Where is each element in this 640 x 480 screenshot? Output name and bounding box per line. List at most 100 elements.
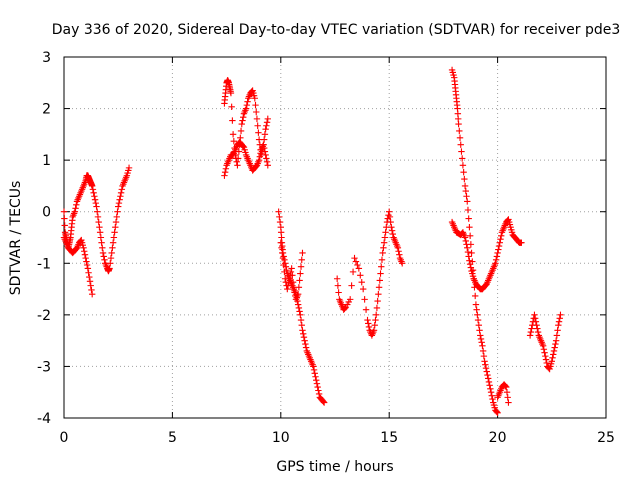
data-point xyxy=(234,155,242,162)
data-point xyxy=(466,260,474,268)
data-point xyxy=(88,286,95,294)
data-point xyxy=(320,399,328,406)
data-point xyxy=(221,172,228,179)
data-point xyxy=(335,289,342,296)
data-point xyxy=(550,351,557,358)
data-point xyxy=(493,408,501,416)
data-point xyxy=(89,186,97,193)
data-point xyxy=(492,256,500,264)
data-point xyxy=(494,249,501,257)
data-point xyxy=(458,148,465,155)
data-point xyxy=(298,256,305,264)
data-point xyxy=(477,335,485,343)
data-point xyxy=(471,292,479,300)
data-point xyxy=(489,395,496,403)
data-point xyxy=(534,325,541,332)
data-point xyxy=(542,356,550,363)
data-point xyxy=(261,131,269,138)
data-point xyxy=(99,249,107,257)
data-point xyxy=(300,330,307,337)
data-point xyxy=(365,320,372,327)
data-point xyxy=(116,196,123,203)
data-point xyxy=(256,153,264,160)
data-point xyxy=(95,218,102,226)
y-tick-label: 2 xyxy=(42,102,51,118)
y-tick-label: 0 xyxy=(42,205,51,221)
data-point xyxy=(464,206,472,214)
data-point xyxy=(278,244,285,252)
data-point xyxy=(380,244,387,252)
data-point xyxy=(290,285,298,293)
data-point xyxy=(526,332,534,339)
data-point xyxy=(461,175,468,183)
data-point xyxy=(242,105,250,112)
data-point xyxy=(310,363,317,370)
data-point xyxy=(113,213,120,221)
x-tick-label: 0 xyxy=(60,430,69,446)
data-point xyxy=(372,311,380,319)
data-point xyxy=(297,311,304,319)
data-point xyxy=(456,134,464,141)
data-point xyxy=(88,291,96,298)
data-point xyxy=(464,248,472,256)
data-point xyxy=(106,265,113,272)
data-point xyxy=(101,256,108,264)
data-point xyxy=(459,162,467,169)
data-point xyxy=(112,218,120,226)
data-point xyxy=(539,342,547,349)
data-point xyxy=(284,282,292,289)
data-point xyxy=(289,272,296,279)
data-point xyxy=(468,249,475,257)
data-point xyxy=(481,358,488,365)
data-point xyxy=(460,168,467,176)
data-point xyxy=(361,296,368,303)
data-point xyxy=(554,327,561,334)
data-point xyxy=(295,284,303,291)
data-point xyxy=(277,239,284,246)
data-point xyxy=(92,199,99,207)
data-point xyxy=(476,327,483,334)
data-point xyxy=(479,342,486,349)
data-point xyxy=(365,323,373,331)
data-point xyxy=(313,376,320,384)
data-point xyxy=(263,122,270,129)
data-point xyxy=(346,296,354,303)
data-point xyxy=(60,208,68,215)
data-point xyxy=(386,213,394,221)
data-point xyxy=(480,352,488,360)
data-point xyxy=(484,371,491,379)
data-point xyxy=(87,282,94,289)
data-point xyxy=(320,398,327,405)
data-point xyxy=(387,218,394,226)
data-point xyxy=(375,291,382,298)
data-point xyxy=(263,155,270,162)
data-point xyxy=(352,258,360,265)
data-points xyxy=(60,66,564,417)
data-point xyxy=(315,387,322,394)
data-point xyxy=(91,193,98,200)
data-point xyxy=(108,249,115,257)
data-point xyxy=(354,261,361,269)
data-point xyxy=(463,193,470,200)
data-point xyxy=(240,143,247,150)
data-point xyxy=(475,321,483,329)
data-point xyxy=(289,278,297,286)
data-point xyxy=(549,354,556,362)
data-point xyxy=(341,304,349,312)
data-point xyxy=(518,239,525,246)
data-point xyxy=(291,289,298,296)
data-point xyxy=(349,268,357,276)
data-point xyxy=(388,227,396,234)
grid-lines xyxy=(64,57,606,418)
data-point xyxy=(229,117,236,124)
data-point xyxy=(91,196,99,203)
data-point xyxy=(301,337,308,344)
data-point xyxy=(486,382,493,389)
data-point xyxy=(253,108,260,116)
data-point xyxy=(389,230,397,238)
data-point xyxy=(553,332,561,339)
data-point xyxy=(93,203,100,210)
axis-ticks xyxy=(63,56,607,419)
data-point xyxy=(556,315,563,322)
data-point xyxy=(112,223,119,231)
